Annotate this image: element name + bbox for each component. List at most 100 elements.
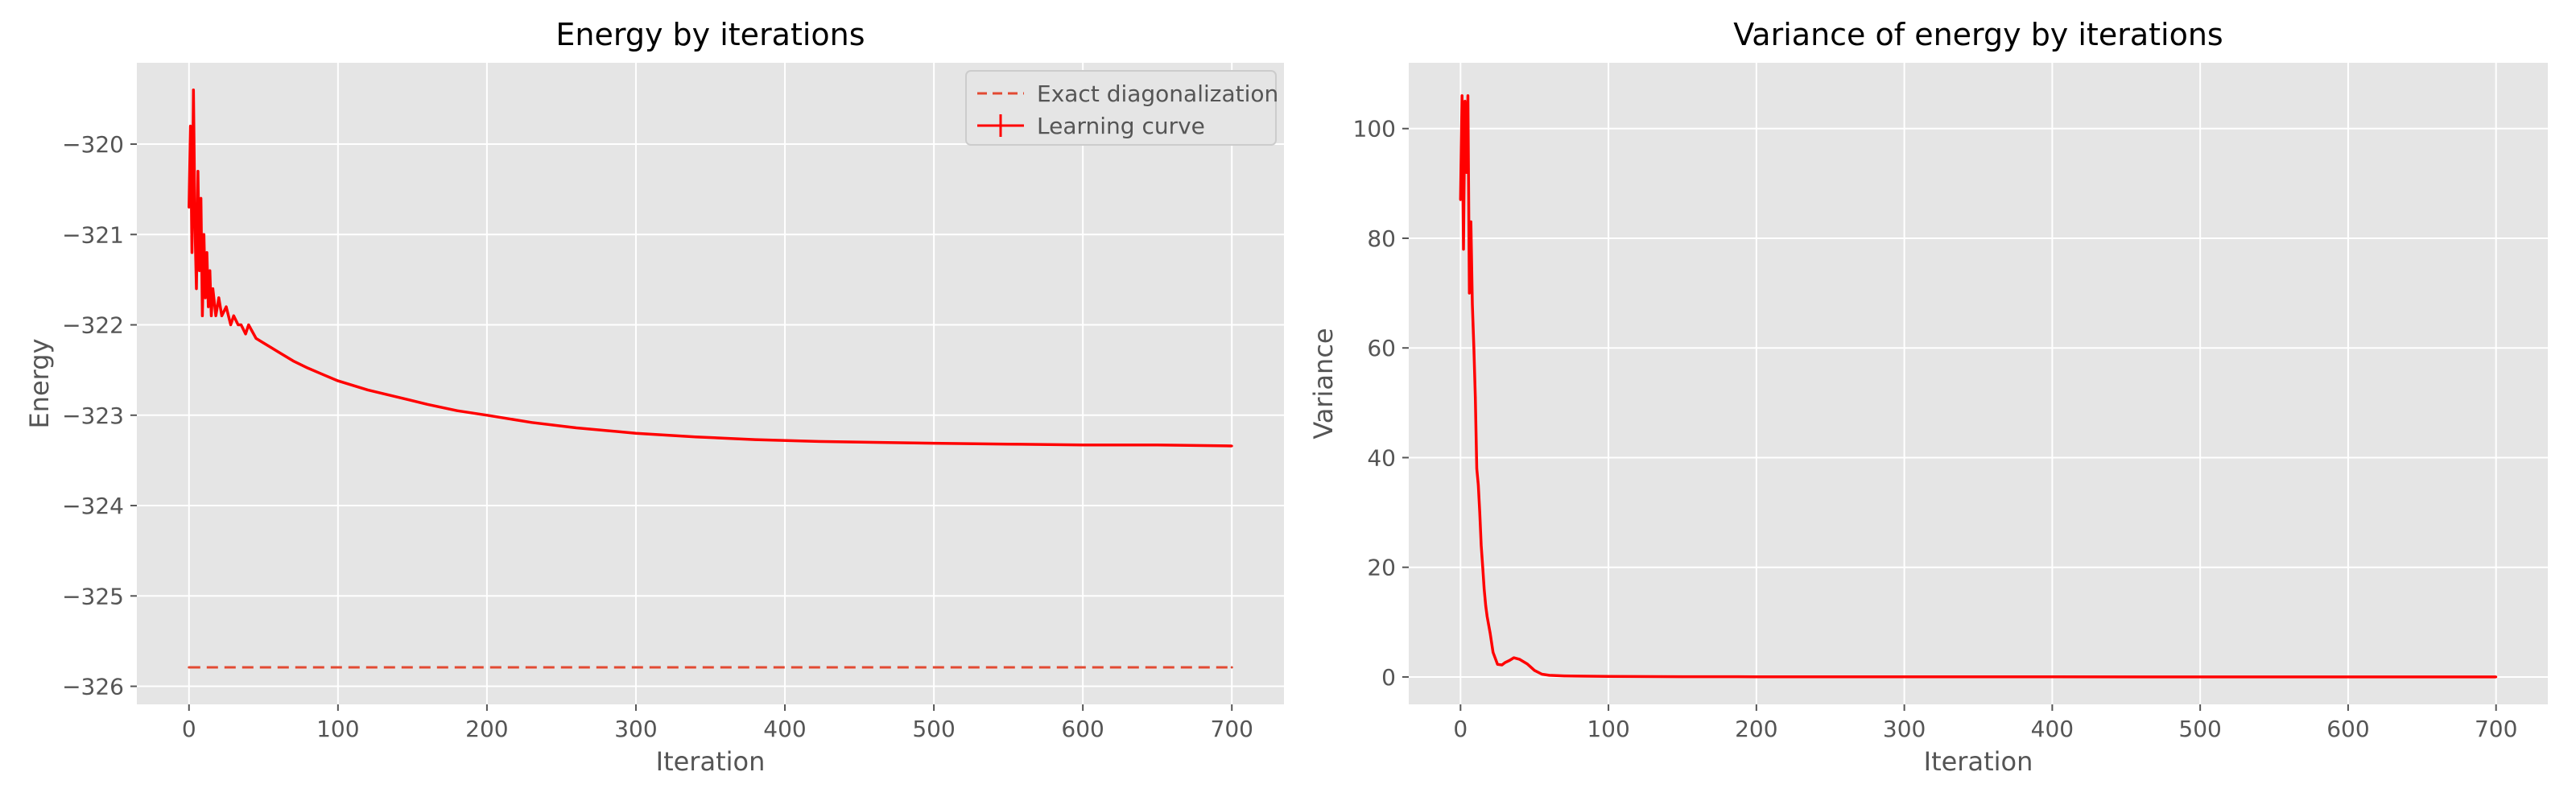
data-point (485, 414, 489, 417)
y-tick-label: 20 (1367, 555, 1396, 581)
data-point (1478, 511, 1481, 514)
variance-series (1459, 94, 2498, 679)
y-tick-label: −320 (62, 131, 124, 158)
data-point (1681, 675, 1684, 679)
data-point (1467, 94, 1470, 97)
y-tick-label: 60 (1367, 335, 1396, 361)
data-point (1471, 303, 1474, 306)
learning-curve-line (188, 88, 1232, 448)
legend-label-learning-curve: Learning curve (1037, 113, 1205, 139)
data-point (396, 395, 399, 398)
data-point (1485, 615, 1488, 618)
data-point (1480, 543, 1483, 547)
data-point (1492, 650, 1495, 654)
x-tick-label: 700 (1211, 716, 1253, 742)
x-tick-label: 500 (2178, 716, 2221, 742)
data-point (210, 314, 213, 317)
data-point (277, 350, 280, 353)
variance-plot-area (1409, 63, 2548, 704)
data-point (1476, 484, 1480, 487)
x-tick-label: 600 (1061, 716, 1104, 742)
variance-ticks: 0 100 200 300 400 500 600 700 0 20 40 60 80 100 (1353, 116, 2518, 742)
data-point (198, 269, 201, 272)
data-point (192, 89, 195, 92)
x-tick-label: 100 (1587, 716, 1629, 742)
data-point (1755, 675, 1758, 679)
data-point (1463, 100, 1467, 103)
y-tick-label: −321 (62, 221, 124, 248)
y-tick-label: 100 (1353, 116, 1396, 142)
x-tick-label: 400 (2031, 716, 2074, 742)
energy-x-axis-label: Iteration (656, 746, 766, 777)
data-point (1465, 171, 1468, 174)
data-point (426, 402, 429, 406)
data-point (575, 427, 578, 430)
data-point (366, 388, 369, 391)
data-point (1503, 661, 1506, 664)
data-point (1081, 444, 1084, 447)
data-point (321, 373, 324, 376)
data-point (188, 206, 191, 209)
data-point (232, 314, 235, 317)
data-point (200, 314, 204, 317)
data-point (1533, 669, 1536, 672)
data-point (205, 251, 208, 254)
data-point (217, 296, 221, 299)
data-point (1607, 675, 1610, 678)
data-point (1230, 444, 1233, 448)
data-point (2050, 675, 2054, 679)
data-point (190, 251, 193, 254)
energy-series (188, 88, 1233, 669)
x-tick-label: 500 (912, 716, 955, 742)
data-point (694, 436, 697, 439)
data-point (195, 287, 198, 291)
data-point (1474, 396, 1477, 399)
data-point (1501, 663, 1504, 667)
energy-chart: 0 100 200 300 400 500 600 700 −320 −321 −322 −323 −3… (24, 17, 1284, 777)
x-tick-label: 400 (763, 716, 806, 742)
data-point (207, 305, 210, 308)
x-tick-label: 200 (1735, 716, 1777, 742)
y-tick-label: −325 (62, 583, 124, 609)
data-point (202, 233, 205, 236)
data-point (307, 366, 310, 369)
data-point (873, 440, 876, 444)
data-point (270, 346, 273, 349)
energy-legend: Exact diagonalization Learning curve (965, 70, 1278, 146)
data-point (247, 324, 250, 327)
data-point (634, 431, 638, 435)
data-point (1577, 675, 1580, 678)
y-tick-label: −322 (62, 312, 124, 339)
data-point (1472, 346, 1476, 349)
y-tick-label: −324 (62, 493, 124, 519)
x-tick-label: 200 (465, 716, 508, 742)
y-tick-label: −323 (62, 402, 124, 429)
energy-gridlines (137, 63, 1284, 704)
data-point (204, 296, 207, 299)
data-point (1468, 291, 1471, 295)
data-point (1512, 656, 1515, 659)
data-point (932, 442, 935, 445)
data-point (753, 438, 757, 441)
data-point (1540, 673, 1543, 676)
data-point (1903, 675, 1906, 679)
data-point (336, 379, 340, 382)
data-point (1496, 663, 1499, 666)
data-point (214, 314, 217, 317)
data-point (220, 314, 223, 317)
data-point (1462, 248, 1465, 251)
energy-chart-title: Energy by iterations (555, 17, 865, 52)
data-point (1476, 467, 1479, 470)
data-point (196, 170, 200, 173)
x-tick-label: 700 (2475, 716, 2517, 742)
x-tick-label: 600 (2326, 716, 2369, 742)
legend-box (965, 70, 1277, 146)
y-tick-label: 40 (1367, 444, 1396, 471)
data-point (2347, 675, 2350, 679)
data-point (1484, 604, 1488, 607)
data-point (208, 269, 212, 272)
x-tick-label: 100 (316, 716, 359, 742)
data-point (254, 336, 258, 340)
data-point (1508, 659, 1511, 663)
